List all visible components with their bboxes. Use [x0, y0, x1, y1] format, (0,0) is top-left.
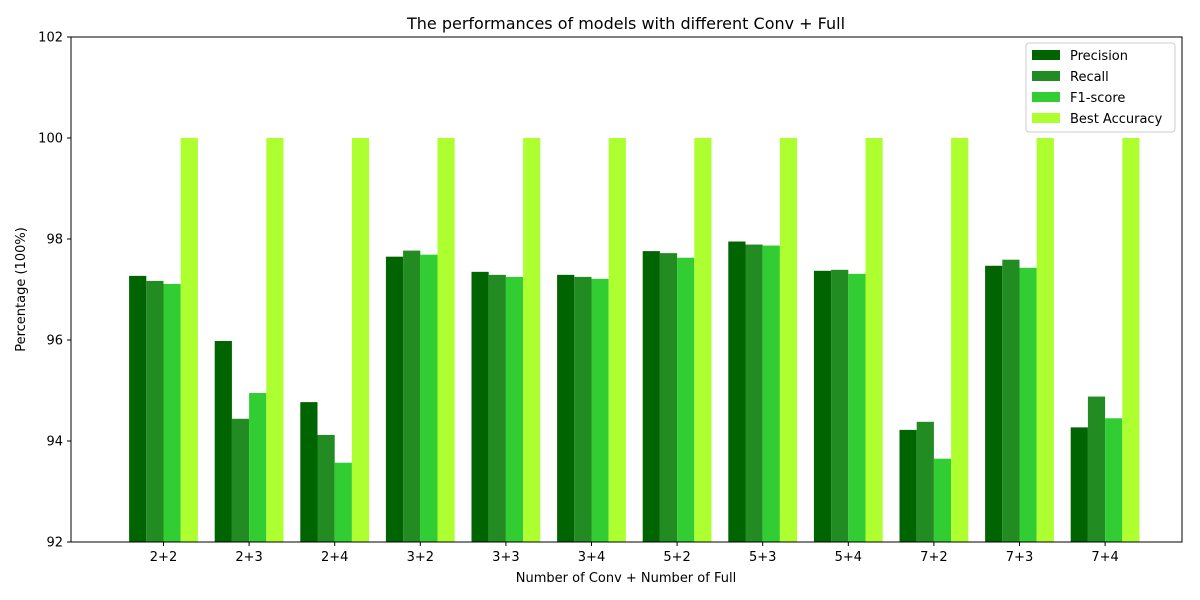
bar-precision-2-2 — [129, 275, 147, 542]
bar-best-accuracy-7-4 — [1122, 138, 1140, 542]
bar-f1-score-3-3 — [505, 276, 524, 543]
x-tick-label: 5+4 — [835, 550, 862, 565]
bar-recall-5-3 — [745, 244, 763, 543]
bar-recall-3-3 — [488, 274, 506, 542]
bar-f1-score-5-4 — [848, 273, 866, 542]
bar-recall-3-4 — [574, 276, 592, 543]
bar-f1-score-2-4 — [334, 462, 352, 542]
x-tick-label: 5+3 — [749, 550, 776, 565]
bar-best-accuracy-7-3 — [1036, 138, 1054, 542]
x-tick-label: 2+4 — [321, 550, 348, 565]
legend-swatch — [1032, 92, 1060, 102]
bar-recall-7-2 — [916, 421, 934, 542]
x-tick-label: 7+3 — [1006, 550, 1033, 565]
bar-f1-score-2-3 — [249, 393, 267, 542]
bar-precision-2-4 — [300, 402, 318, 542]
y-tick-label: 98 — [46, 233, 63, 248]
x-tick-label: 3+2 — [407, 550, 434, 565]
bar-recall-3-2 — [403, 250, 421, 542]
y-tick-label: 102 — [38, 31, 63, 46]
bar-precision-5-4 — [813, 270, 832, 542]
legend-swatch — [1032, 113, 1060, 123]
x-axis: 2+2 2+3 2+4 3+2 3+3 3+4 5+2 5+3 5+4 7+2 7+3 7+4 — [150, 542, 1119, 565]
legend-label: F1-score — [1070, 91, 1125, 106]
legend-swatch — [1032, 71, 1060, 81]
bar-f1-score-7-2 — [933, 458, 952, 542]
x-tick-label: 2+3 — [235, 550, 262, 565]
y-axis-label: Percentage (100%) — [14, 227, 29, 352]
bar-recall-2-3 — [231, 418, 250, 542]
bar-precision-5-2 — [642, 251, 660, 542]
bar-f1-score-2-2 — [163, 283, 181, 542]
bar-best-accuracy-5-3 — [779, 138, 798, 542]
bar-precision-2-3 — [214, 341, 232, 542]
legend: Precision Recall F1-score Best Accuracy — [1025, 42, 1176, 133]
bar-best-accuracy-5-2 — [694, 138, 712, 542]
bar-best-accuracy-3-2 — [437, 138, 455, 542]
bar-best-accuracy-2-3 — [266, 138, 284, 542]
bar-recall-5-2 — [659, 253, 678, 542]
plot-frame — [70, 36, 1183, 543]
bar-best-accuracy-3-4 — [608, 138, 626, 542]
bar-f1-score-5-2 — [677, 257, 695, 542]
bar-recall-2-4 — [317, 434, 335, 542]
bar-precision-7-3 — [985, 265, 1003, 542]
bar-precision-3-4 — [557, 274, 575, 542]
bar-recall-7-3 — [1002, 259, 1020, 542]
bar-f1-score-5-3 — [762, 245, 780, 542]
bar-f1-score-7-4 — [1105, 418, 1123, 542]
bar-precision-7-2 — [899, 429, 917, 542]
x-axis-label: Number of Conv + Number of Full — [516, 571, 736, 586]
x-tick-label: 3+3 — [492, 550, 519, 565]
y-tick-label: 96 — [46, 334, 63, 349]
bar-best-accuracy-2-4 — [351, 138, 370, 542]
y-axis: 92 94 96 98 100 102 — [38, 31, 71, 551]
chart-title: The performances of models with differen… — [406, 14, 845, 33]
bar-recall-5-4 — [831, 269, 849, 542]
legend-box — [1025, 42, 1176, 133]
y-tick-label: 100 — [38, 132, 63, 147]
bar-best-accuracy-3-3 — [523, 138, 541, 542]
legend-label: Precision — [1070, 49, 1128, 64]
bar-recall-2-2 — [146, 280, 164, 542]
bar-precision-7-4 — [1070, 427, 1088, 542]
bar-precision-3-3 — [471, 271, 489, 542]
x-tick-label: 7+2 — [920, 550, 947, 565]
bar-f1-score-7-3 — [1019, 267, 1037, 542]
x-tick-label: 5+2 — [663, 550, 690, 565]
bar-precision-3-2 — [385, 256, 404, 542]
y-tick-label: 92 — [46, 536, 63, 551]
bar-best-accuracy-5-4 — [865, 138, 883, 542]
bar-best-accuracy-2-2 — [180, 138, 198, 542]
x-tick-label: 2+2 — [150, 550, 177, 565]
bar-f1-score-3-2 — [420, 254, 438, 542]
x-tick-label: 7+4 — [1091, 550, 1118, 565]
legend-swatch — [1032, 50, 1060, 60]
bar-f1-score-3-4 — [591, 278, 609, 542]
bar-best-accuracy-7-2 — [951, 138, 969, 542]
y-tick-label: 94 — [46, 435, 63, 450]
bar-recall-7-4 — [1087, 396, 1106, 542]
x-tick-label: 3+4 — [578, 550, 605, 565]
legend-label: Recall — [1070, 70, 1109, 85]
legend-label: Best Accuracy — [1070, 112, 1163, 127]
bars-layer — [129, 138, 1140, 543]
bar-precision-5-3 — [728, 241, 746, 542]
